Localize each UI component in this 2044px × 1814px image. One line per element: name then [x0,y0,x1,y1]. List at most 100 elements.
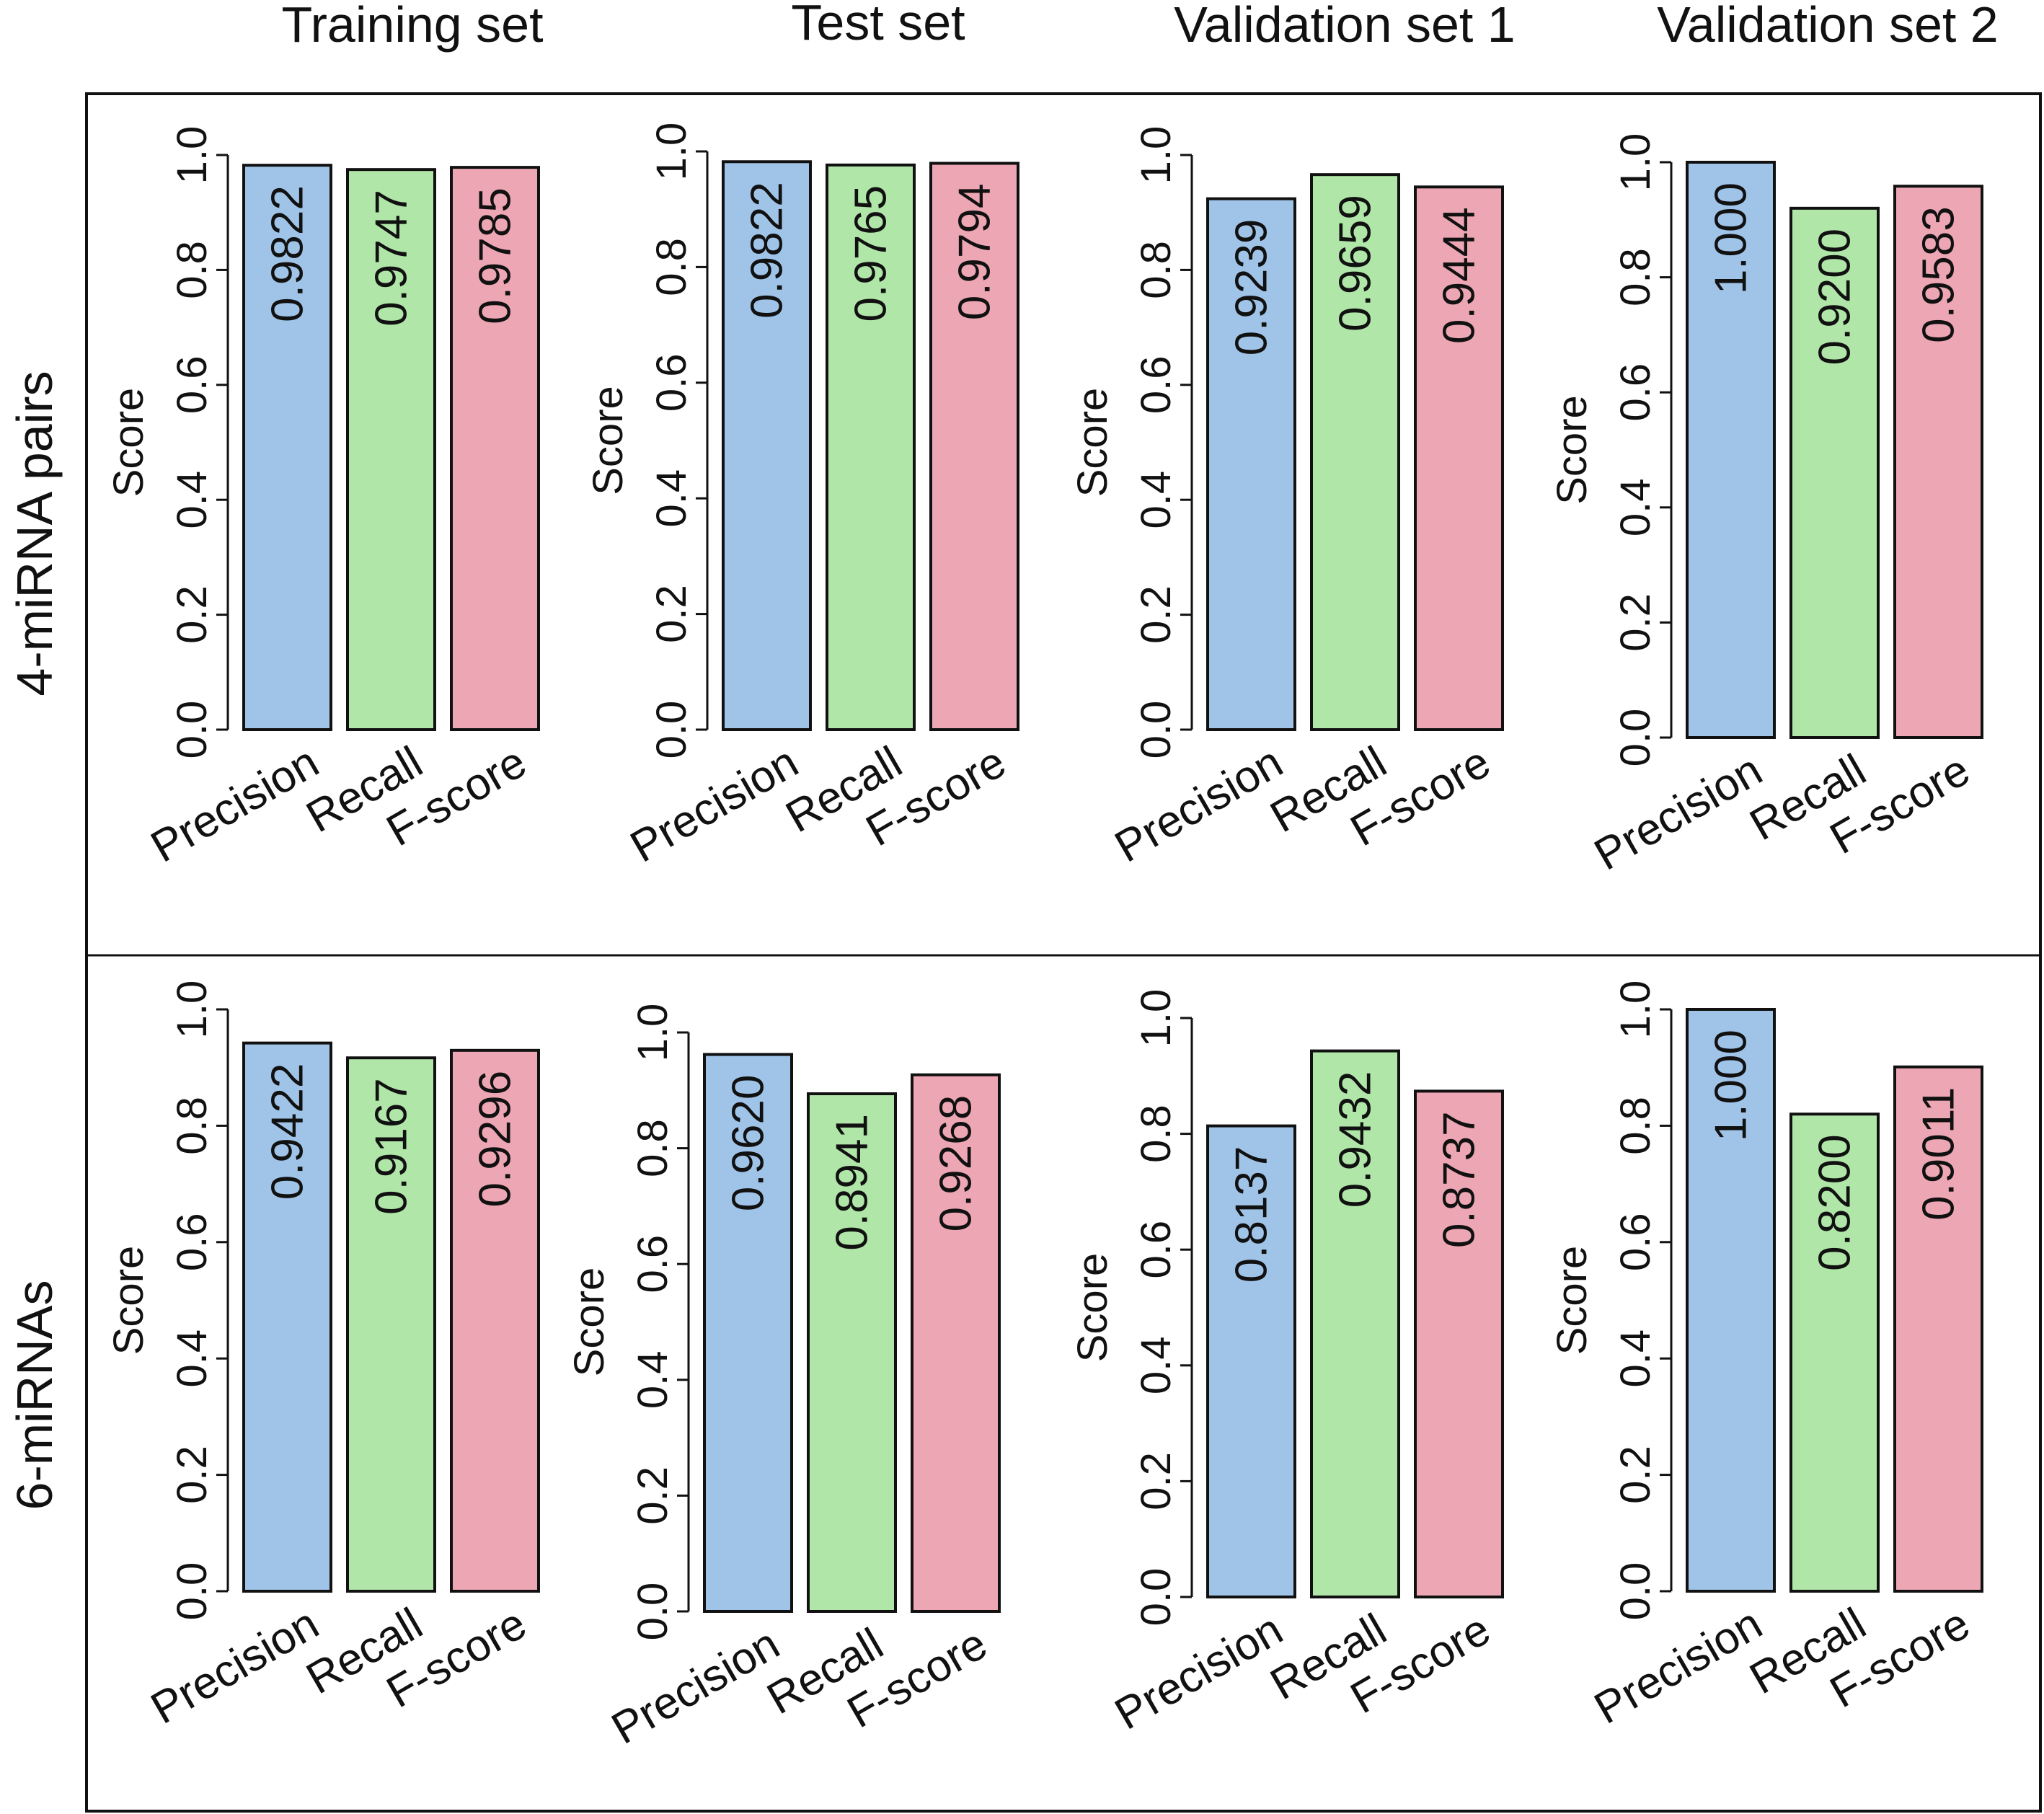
bar-value-label: 0.9200 [1810,229,1860,366]
bar-value-label: 0.9296 [471,1071,521,1208]
panel-8: 0.00.20.40.60.81.0Score1.000Precision0.8… [1549,981,1983,1734]
column-title-validation-2: Validation set 2 [1657,0,1998,53]
y-tick-label: 0.8 [1133,241,1180,299]
bar-recall [1310,1049,1400,1598]
y-tick-label: 0.4 [629,1350,676,1409]
y-tick-label: 0.2 [629,1466,676,1525]
y-tick-label: 0.8 [629,1119,676,1177]
bar-value-label: 1.000 [1707,1030,1756,1141]
bar-value-label: 0.9620 [724,1075,774,1212]
bar-f-score [929,162,1019,732]
bar-f-score [1893,185,1983,739]
bar-value-label: 0.9765 [846,185,896,322]
bar-value-label: 0.8941 [828,1114,877,1251]
y-axis-title: Score [1549,395,1596,505]
bar-precision [1206,197,1296,732]
bar-value-label: 0.9432 [1331,1071,1381,1208]
bar-value-label: 0.8737 [1435,1111,1485,1248]
bar-f-score [911,1073,1001,1613]
bar-f-score [1414,1089,1504,1599]
figure-frame [85,92,2042,1813]
panel-7: 0.00.20.40.60.81.0Score0.8137Precision0.… [1069,989,1504,1740]
y-tick-label: 0.6 [1612,363,1659,422]
bar-recall [346,168,436,731]
bar-precision [242,1041,332,1593]
bar-value-label: 0.9822 [743,182,792,319]
bar-recall [807,1092,897,1613]
y-tick-label: 0.4 [1612,478,1659,536]
column-title-training: Training set [281,0,543,53]
y-tick-label: 0.8 [1133,1105,1180,1163]
y-tick-label: 0.2 [1133,585,1180,644]
y-tick-label: 0.8 [1612,248,1659,306]
y-tick-label: 0.0 [648,701,695,759]
y-tick-label: 0.4 [169,471,216,529]
panel-5: 0.00.20.40.60.81.0Score0.9422Precision0.… [105,981,540,1734]
y-tick-label: 0.6 [169,355,216,414]
chart-panels: 0.00.20.40.60.81.0Score0.9822Precision0.… [105,123,1983,1754]
y-tick-label: 0.6 [169,1213,216,1271]
y-axis-title: Score [1069,1253,1116,1363]
bar-value-label: 0.9785 [471,187,521,324]
y-tick-label: 0.6 [648,353,695,412]
bar-value-label: 0.9444 [1435,207,1485,344]
y-tick-label: 0.4 [648,469,695,528]
panel-3: 0.00.20.40.60.81.0Score0.9239Precision0.… [1069,126,1504,872]
y-tick-label: 0.2 [648,585,695,643]
y-tick-label: 0.2 [1612,1446,1659,1504]
y-tick-label: 0.8 [169,241,216,299]
y-tick-label: 0.4 [1612,1329,1659,1388]
y-tick-label: 0.0 [629,1583,676,1641]
bar-value-label: 0.9011 [1914,1087,1964,1221]
bar-recall [1310,173,1400,732]
y-tick-label: 0.6 [1133,355,1180,414]
column-title-test: Test set [791,0,965,50]
y-axis-title: Score [105,1246,152,1355]
panel-6: 0.00.20.40.60.81.0Score0.9620Precision0.… [566,1004,1001,1754]
y-tick-label: 0.4 [1133,471,1180,529]
panel-2: 0.00.20.40.60.81.0Score0.9822Precision0.… [585,123,1019,872]
y-tick-label: 0.6 [1612,1213,1659,1271]
y-tick-label: 0.0 [1133,701,1180,759]
y-tick-label: 0.8 [1612,1097,1659,1155]
y-tick-label: 0.8 [648,238,695,296]
bar-value-label: 0.8200 [1810,1134,1860,1271]
y-tick-label: 1.0 [648,123,695,181]
bar-precision [242,164,332,732]
bar-f-score [450,166,540,731]
bar-value-label: 0.9239 [1227,219,1277,356]
bar-recall [1789,206,1880,739]
y-tick-label: 0.6 [629,1235,676,1293]
y-tick-label: 0.0 [169,701,216,759]
bar-precision [1686,1008,1776,1593]
y-tick-label: 0.8 [169,1097,216,1155]
bar-value-label: 0.9422 [263,1063,313,1200]
y-tick-label: 1.0 [629,1004,676,1062]
y-tick-label: 0.0 [1612,709,1659,767]
panel-1: 0.00.20.40.60.81.0Score0.9822Precision0.… [105,126,540,872]
bar-f-score [1893,1065,1983,1593]
y-axis-title: Score [1549,1246,1596,1355]
bar-precision [703,1053,793,1614]
y-tick-label: 1.0 [1133,989,1180,1048]
bar-f-score [1414,185,1504,732]
y-axis-title: Score [585,386,632,495]
row-label-6-mirnas: 6-miRNAs [6,1280,63,1510]
bar-value-label: 0.9268 [932,1095,981,1232]
y-tick-label: 1.0 [169,126,216,185]
bar-value-label: 0.9167 [367,1078,417,1215]
y-tick-label: 1.0 [169,981,216,1039]
bar-recall [826,163,916,732]
bar-precision [722,160,812,732]
y-tick-label: 1.0 [1612,133,1659,192]
y-tick-label: 0.6 [1133,1221,1180,1279]
bar-recall [1789,1112,1880,1593]
y-tick-label: 1.0 [1133,126,1180,185]
y-tick-label: 0.4 [169,1329,216,1388]
column-title-validation-1: Validation set 1 [1174,0,1515,53]
bar-f-score [450,1048,540,1593]
bar-value-label: 0.8137 [1227,1146,1277,1283]
y-tick-label: 0.0 [1612,1562,1659,1621]
bar-value-label: 1.000 [1707,182,1756,294]
